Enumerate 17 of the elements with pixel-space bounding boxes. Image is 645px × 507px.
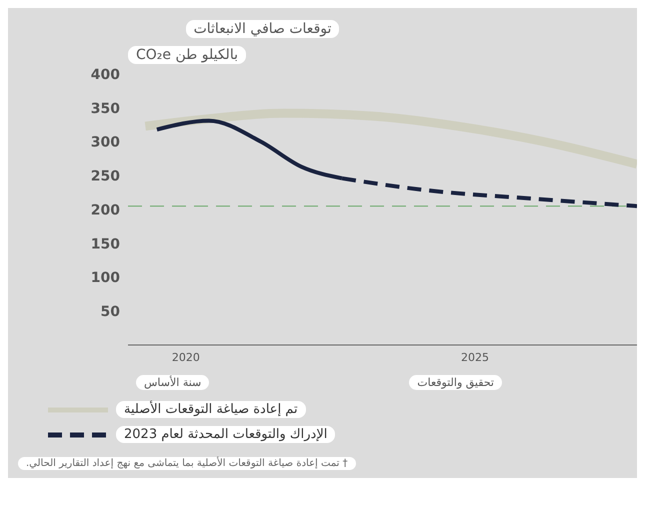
y-tick-label: 150 [90,236,120,252]
chart-title: توقعات صافي الانبعاثات [186,20,340,38]
legend-label: الإدراك والتوقعات المحدثة لعام 2023 [116,426,336,443]
text: † تمت إعادة صياغة التوقعات الأصلية بما يتماشى مع نهج إعداد التقارير الحالي. [18,457,356,470]
x-tick-label: 2025 [461,350,490,364]
text: تحقيق والتوقعات [409,374,502,390]
y-tick-label: 300 [90,134,120,151]
y-tick-label: 50 [100,304,120,320]
y-tick-label: 400 [90,66,120,83]
y-tick-label: 250 [90,168,120,185]
x-tick-label: 2020 [172,350,200,364]
text: سنة الأساس [136,374,210,390]
legend-label: تم إعادة صياغة التوقعات الأصلية [116,401,306,418]
y-tick-label: 100 [90,270,120,286]
y-tick-label: 350 [90,100,120,117]
chart-subtitle: بالكيلو طن CO₂e [128,46,246,64]
y-tick-label: 200 [90,202,120,218]
